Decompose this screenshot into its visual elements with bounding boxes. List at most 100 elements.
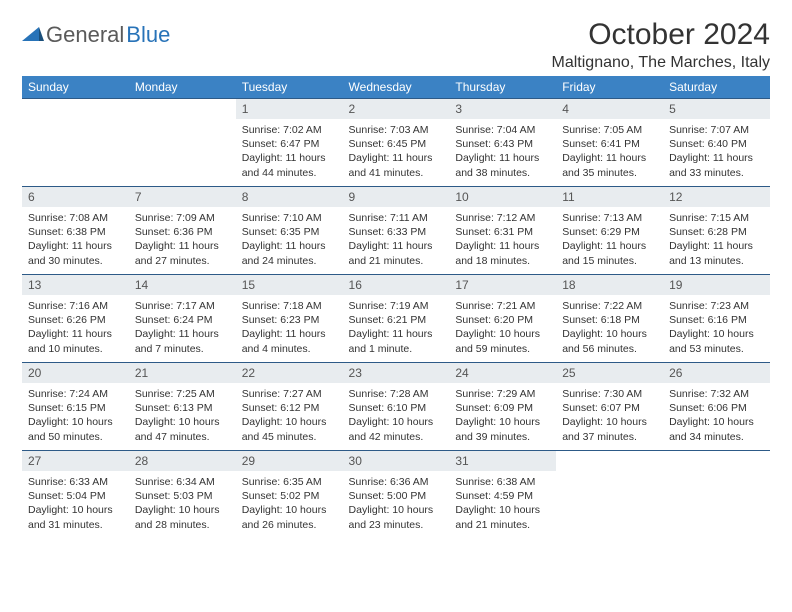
calendar-day-cell: 1Sunrise: 7:02 AMSunset: 6:47 PMDaylight… [236, 99, 343, 187]
daylight-text: Daylight: 10 hours [669, 327, 764, 341]
sunrise-text: Sunrise: 7:25 AM [135, 387, 230, 401]
day-info: Sunrise: 7:23 AMSunset: 6:16 PMDaylight:… [663, 295, 770, 360]
calendar-day-cell: 23Sunrise: 7:28 AMSunset: 6:10 PMDayligh… [343, 363, 450, 451]
sunrise-text: Sunrise: 7:02 AM [242, 123, 337, 137]
daylight-text: Daylight: 11 hours [669, 151, 764, 165]
day-info: Sunrise: 7:22 AMSunset: 6:18 PMDaylight:… [556, 295, 663, 360]
sunrise-text: Sunrise: 7:12 AM [455, 211, 550, 225]
calendar-day-cell [556, 451, 663, 539]
sunset-text: Sunset: 6:16 PM [669, 313, 764, 327]
day-number: 17 [449, 275, 556, 295]
day-number: 4 [556, 99, 663, 119]
day-info: Sunrise: 7:25 AMSunset: 6:13 PMDaylight:… [129, 383, 236, 448]
calendar-day-cell: 19Sunrise: 7:23 AMSunset: 6:16 PMDayligh… [663, 275, 770, 363]
daylight-text: and 38 minutes. [455, 166, 550, 180]
day-number: 5 [663, 99, 770, 119]
daylight-text: Daylight: 10 hours [135, 503, 230, 517]
calendar-week-row: 1Sunrise: 7:02 AMSunset: 6:47 PMDaylight… [22, 99, 770, 187]
day-number: 30 [343, 451, 450, 471]
sunset-text: Sunset: 6:45 PM [349, 137, 444, 151]
daylight-text: and 31 minutes. [28, 518, 123, 532]
daylight-text: Daylight: 11 hours [455, 239, 550, 253]
sunrise-text: Sunrise: 7:22 AM [562, 299, 657, 313]
daylight-text: Daylight: 10 hours [669, 415, 764, 429]
calendar-day-cell: 13Sunrise: 7:16 AMSunset: 6:26 PMDayligh… [22, 275, 129, 363]
weekday-header: Friday [556, 76, 663, 99]
day-info: Sunrise: 7:02 AMSunset: 6:47 PMDaylight:… [236, 119, 343, 184]
daylight-text: Daylight: 10 hours [28, 415, 123, 429]
calendar-body: 1Sunrise: 7:02 AMSunset: 6:47 PMDaylight… [22, 99, 770, 539]
day-info: Sunrise: 7:19 AMSunset: 6:21 PMDaylight:… [343, 295, 450, 360]
day-info: Sunrise: 7:21 AMSunset: 6:20 PMDaylight:… [449, 295, 556, 360]
day-number: 31 [449, 451, 556, 471]
calendar-day-cell: 7Sunrise: 7:09 AMSunset: 6:36 PMDaylight… [129, 187, 236, 275]
sunrise-text: Sunrise: 7:13 AM [562, 211, 657, 225]
day-info: Sunrise: 7:27 AMSunset: 6:12 PMDaylight:… [236, 383, 343, 448]
calendar-day-cell: 17Sunrise: 7:21 AMSunset: 6:20 PMDayligh… [449, 275, 556, 363]
daylight-text: and 39 minutes. [455, 430, 550, 444]
day-info: Sunrise: 7:08 AMSunset: 6:38 PMDaylight:… [22, 207, 129, 272]
daylight-text: Daylight: 10 hours [562, 327, 657, 341]
sunset-text: Sunset: 6:43 PM [455, 137, 550, 151]
daylight-text: Daylight: 10 hours [455, 415, 550, 429]
daylight-text: and 21 minutes. [349, 254, 444, 268]
calendar-day-cell [129, 99, 236, 187]
sunrise-text: Sunrise: 7:32 AM [669, 387, 764, 401]
calendar-day-cell: 5Sunrise: 7:07 AMSunset: 6:40 PMDaylight… [663, 99, 770, 187]
calendar-day-cell: 11Sunrise: 7:13 AMSunset: 6:29 PMDayligh… [556, 187, 663, 275]
sunrise-text: Sunrise: 7:23 AM [669, 299, 764, 313]
day-number: 9 [343, 187, 450, 207]
day-info: Sunrise: 7:07 AMSunset: 6:40 PMDaylight:… [663, 119, 770, 184]
day-number: 16 [343, 275, 450, 295]
day-number: 10 [449, 187, 556, 207]
sunrise-text: Sunrise: 7:29 AM [455, 387, 550, 401]
daylight-text: and 30 minutes. [28, 254, 123, 268]
daylight-text: and 35 minutes. [562, 166, 657, 180]
daylight-text: and 44 minutes. [242, 166, 337, 180]
calendar-week-row: 27Sunrise: 6:33 AMSunset: 5:04 PMDayligh… [22, 451, 770, 539]
sunrise-text: Sunrise: 6:38 AM [455, 475, 550, 489]
sunset-text: Sunset: 6:24 PM [135, 313, 230, 327]
sunset-text: Sunset: 6:21 PM [349, 313, 444, 327]
day-info: Sunrise: 7:09 AMSunset: 6:36 PMDaylight:… [129, 207, 236, 272]
calendar-day-cell [663, 451, 770, 539]
day-info: Sunrise: 7:18 AMSunset: 6:23 PMDaylight:… [236, 295, 343, 360]
sunrise-text: Sunrise: 7:24 AM [28, 387, 123, 401]
calendar-day-cell: 21Sunrise: 7:25 AMSunset: 6:13 PMDayligh… [129, 363, 236, 451]
sunrise-text: Sunrise: 7:11 AM [349, 211, 444, 225]
calendar-day-cell: 8Sunrise: 7:10 AMSunset: 6:35 PMDaylight… [236, 187, 343, 275]
day-number: 24 [449, 363, 556, 383]
daylight-text: and 13 minutes. [669, 254, 764, 268]
day-number: 13 [22, 275, 129, 295]
day-info: Sunrise: 7:30 AMSunset: 6:07 PMDaylight:… [556, 383, 663, 448]
daylight-text: Daylight: 11 hours [669, 239, 764, 253]
daylight-text: and 50 minutes. [28, 430, 123, 444]
day-number: 2 [343, 99, 450, 119]
calendar-table: Sunday Monday Tuesday Wednesday Thursday… [22, 76, 770, 539]
day-number: 19 [663, 275, 770, 295]
day-number: 18 [556, 275, 663, 295]
sunrise-text: Sunrise: 6:35 AM [242, 475, 337, 489]
day-info: Sunrise: 6:33 AMSunset: 5:04 PMDaylight:… [22, 471, 129, 536]
title-block: October 2024 Maltignano, The Marches, It… [552, 18, 770, 72]
calendar-day-cell [22, 99, 129, 187]
day-number: 21 [129, 363, 236, 383]
day-number: 8 [236, 187, 343, 207]
daylight-text: Daylight: 11 hours [349, 327, 444, 341]
daylight-text: and 27 minutes. [135, 254, 230, 268]
sunset-text: Sunset: 6:28 PM [669, 225, 764, 239]
daylight-text: Daylight: 11 hours [349, 151, 444, 165]
sunrise-text: Sunrise: 7:10 AM [242, 211, 337, 225]
sunrise-text: Sunrise: 7:15 AM [669, 211, 764, 225]
daylight-text: Daylight: 11 hours [242, 239, 337, 253]
daylight-text: Daylight: 11 hours [28, 327, 123, 341]
daylight-text: Daylight: 10 hours [455, 327, 550, 341]
logo-text-general: General [46, 22, 124, 48]
day-info: Sunrise: 7:29 AMSunset: 6:09 PMDaylight:… [449, 383, 556, 448]
sunset-text: Sunset: 6:38 PM [28, 225, 123, 239]
sunrise-text: Sunrise: 7:05 AM [562, 123, 657, 137]
logo-text-blue: Blue [126, 22, 170, 48]
day-info: Sunrise: 7:03 AMSunset: 6:45 PMDaylight:… [343, 119, 450, 184]
daylight-text: and 37 minutes. [562, 430, 657, 444]
sunset-text: Sunset: 6:15 PM [28, 401, 123, 415]
